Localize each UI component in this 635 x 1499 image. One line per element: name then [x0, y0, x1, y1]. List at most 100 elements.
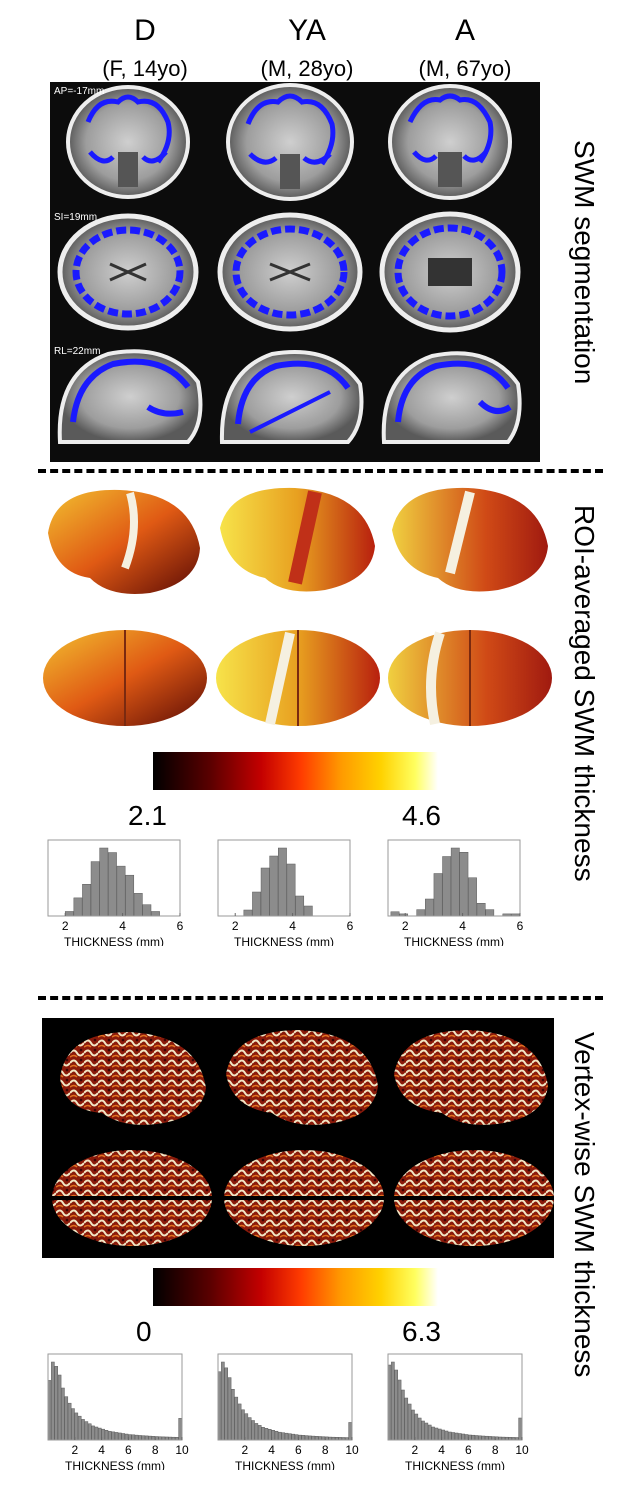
section-divider-2 [38, 996, 603, 1000]
histogram-bar [304, 1435, 309, 1441]
histogram-bar [134, 1434, 139, 1441]
histogram-bar [461, 1433, 465, 1441]
histogram-bar [421, 1420, 425, 1441]
histogram-xlabel: THICKNESS (mm) [64, 935, 164, 946]
histogram-tick-label: 8 [492, 1443, 499, 1457]
histogram-bar [234, 1396, 239, 1441]
histogram-bar [118, 1432, 122, 1441]
histogram-xlabel: THICKNESS (mm) [404, 935, 504, 946]
histogram-bar [254, 1423, 259, 1441]
histogram-bar [459, 852, 469, 917]
histogram-tick-label: 4 [98, 1443, 105, 1457]
histogram-tick-label: 4 [438, 1443, 445, 1457]
segmentation-section-label: SWM segmentation [569, 140, 600, 385]
histogram-bar [148, 1435, 152, 1441]
histogram-bar [133, 893, 143, 917]
mri-slices [57, 83, 522, 444]
histogram-tick-label: 6 [125, 1443, 132, 1457]
histogram-xlabel: THICKNESS (mm) [405, 1459, 505, 1470]
histogram-bar [414, 1413, 419, 1441]
histogram-bar [116, 865, 126, 917]
histogram-bar [484, 1435, 489, 1441]
histogram-bar [243, 909, 253, 917]
histogram-bar [288, 1433, 292, 1441]
histogram-bar [294, 1434, 299, 1441]
histogram-bar [476, 903, 486, 917]
histogram-bar [221, 1361, 225, 1441]
vertex-section-label: Vertex-wise SWM thickness [569, 1032, 600, 1378]
histogram-bar [121, 1433, 125, 1441]
histogram-bar [424, 1422, 429, 1441]
histogram-bar [71, 1408, 75, 1441]
vertex-dorsal-views [52, 1150, 554, 1246]
roi-lateral-views [48, 487, 548, 594]
histogram-bar [417, 1417, 422, 1441]
roi-histogram-d: 2 4 6 THICKNESS (mm) [47, 839, 184, 946]
histogram-bar [295, 895, 305, 917]
histogram-tick-label: 8 [322, 1443, 329, 1457]
histogram-bar [57, 1374, 62, 1441]
roi-colorbar-min-label: 2.1 [128, 800, 167, 831]
histogram-bar [104, 1430, 109, 1441]
histogram-bar [471, 1434, 476, 1441]
histogram-bar [308, 1435, 312, 1441]
histogram-tick-label: 2 [62, 919, 69, 933]
histogram-tick-label: 10 [345, 1443, 359, 1457]
roi-colorbar-max-label: 4.6 [402, 800, 441, 831]
axial-slices [57, 211, 521, 333]
histogram-bar [458, 1433, 462, 1441]
section-divider-1 [38, 469, 603, 473]
histogram-bar [450, 847, 460, 917]
histogram-bar [433, 873, 443, 917]
histogram-bar [91, 1425, 95, 1441]
histogram-bar [431, 1426, 435, 1441]
histogram-bar [451, 1432, 455, 1441]
histogram-bar [301, 1435, 306, 1441]
histogram-frame [217, 1353, 353, 1441]
histogram-bar [401, 1389, 405, 1441]
histogram-tick-label: 4 [268, 1443, 275, 1457]
histogram-bar [142, 904, 152, 917]
histogram-bar [454, 1432, 459, 1441]
histogram-bar [231, 1389, 235, 1441]
histogram-bar [478, 1435, 482, 1441]
histogram-bar [268, 1429, 272, 1441]
column-subtitle-d: (F, 14yo) [102, 56, 188, 81]
vertex-histogram-a: 2 4 6 8 10 THICKNESS (mm) [387, 1353, 529, 1470]
histogram-bar [151, 911, 160, 917]
histogram-bar [314, 1436, 319, 1441]
histogram-bar [74, 1412, 79, 1441]
histogram-frame [387, 839, 521, 917]
histogram-bar [281, 1432, 285, 1441]
histogram-xlabel: THICKNESS (mm) [65, 1459, 165, 1470]
histogram-bar [274, 1430, 279, 1441]
mri-segmentation-panel: AP=-17mm SI=19mm RL=22mm [50, 82, 540, 462]
histogram-bar [99, 847, 109, 917]
column-title-a: A [454, 14, 475, 47]
histogram-bar [278, 1431, 282, 1441]
histogram-bar [348, 1422, 352, 1441]
vertex-wise-panel [42, 1018, 554, 1258]
column-title-d: D [134, 14, 156, 47]
histogram-bar [391, 1361, 395, 1441]
histogram-bar [64, 1396, 69, 1441]
histogram-bar [286, 863, 296, 917]
histogram-tick-label: 4 [289, 919, 296, 933]
histogram-bar [241, 1409, 245, 1441]
histogram-bar [125, 874, 135, 917]
histogram-bar [257, 1425, 262, 1441]
histogram-tick-label: 4 [459, 919, 466, 933]
axial-slice-label: SI=19mm [54, 212, 98, 223]
histogram-bar [84, 1421, 89, 1441]
histogram-bar [481, 1435, 486, 1441]
histogram-frame [47, 839, 181, 917]
histogram-bar [144, 1435, 149, 1441]
histogram-bar [438, 1428, 442, 1441]
histogram-bar [318, 1436, 322, 1441]
histogram-tick-label: 2 [232, 919, 239, 933]
histogram-bar [485, 909, 495, 917]
vertex-colorbar-min-label: 0 [136, 1316, 152, 1347]
histogram-bar [390, 911, 400, 917]
histogram-bar [518, 1417, 522, 1441]
histogram-bar [82, 884, 91, 917]
